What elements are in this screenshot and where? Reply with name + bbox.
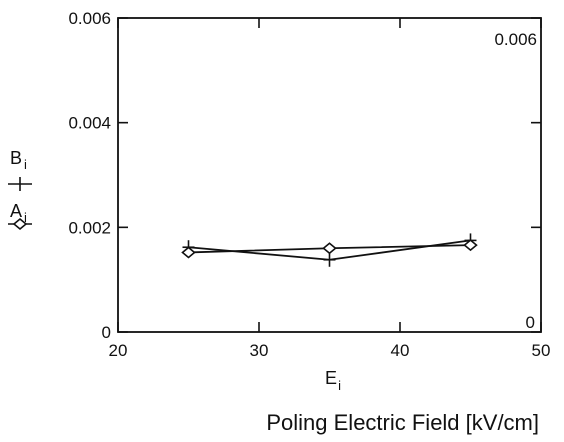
right-y-label-bottom: 0 [526,313,535,332]
series-a [181,239,478,259]
plot-frame [117,17,542,333]
axis-ticks [117,17,542,333]
diamond-marker [322,242,337,255]
x-axis-symbol-subscript: i [338,378,341,393]
x-tick-label: 40 [391,341,410,360]
legend-label-subscript: i [24,157,27,172]
text-layer: 20 30 40 50 0 0.002 0.004 0.006 0.006 0 Ei Poling E… [68,9,550,435]
plot-border [117,17,542,333]
x-tick-label: 30 [250,341,269,360]
y-tick-label: 0 [102,323,111,342]
x-tick-label: 50 [532,341,551,360]
x-tick-label: 20 [109,341,128,360]
x-axis-symbol-label: Ei [325,368,341,393]
y-tick-label: 0.006 [68,9,111,28]
diamond-marker [463,239,478,252]
legend-label-main: A [10,201,22,221]
x-axis-title: Poling Electric Field [kV/cm] [266,410,539,435]
y-tick-label: 0.002 [68,218,111,237]
y-tick-label: 0.004 [68,114,111,133]
legend-label-subscript: i [24,210,27,225]
legend-label-main: B [10,148,22,168]
legend-diamond-marker [12,217,28,231]
right-y-label-top: 0.006 [494,30,537,49]
diamond-marker [181,246,196,259]
plus-marker [323,252,336,267]
series-layer [181,233,478,267]
x-axis-symbol-main: E [325,368,337,388]
